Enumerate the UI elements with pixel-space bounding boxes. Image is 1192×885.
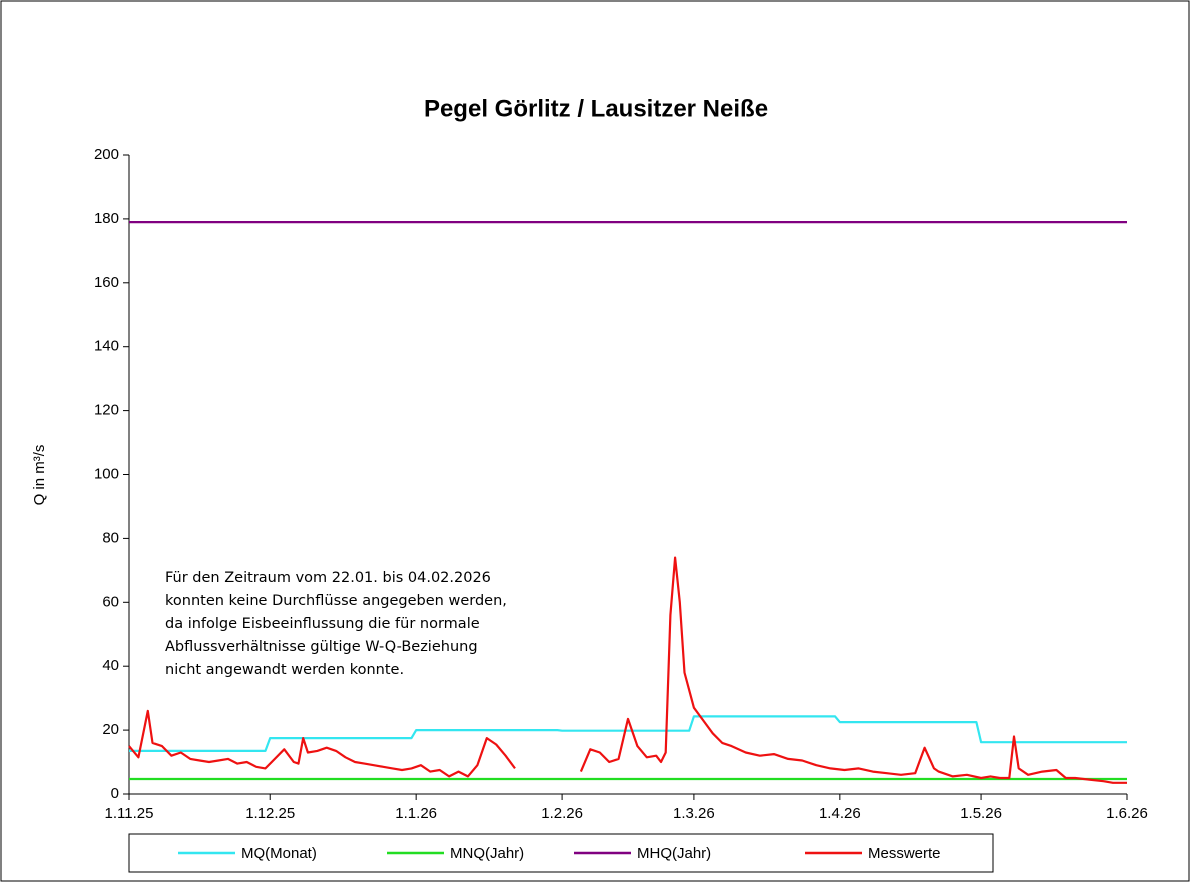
y-tick-label: 140 [94, 338, 119, 355]
chart-title: Pegel Görlitz / Lausitzer Neiße [424, 95, 768, 122]
legend-label: Messwerte [868, 845, 941, 862]
y-tick-label: 80 [102, 529, 119, 546]
x-tick-label: 1.2.26 [541, 805, 583, 822]
series-line [128, 556, 1127, 784]
y-tick-label: 0 [111, 785, 119, 802]
x-tick-label: 1.4.26 [819, 805, 861, 822]
x-tick-label: 1.11.25 [105, 805, 154, 822]
y-tick-label: 100 [94, 465, 119, 482]
y-tick-label: 60 [102, 593, 119, 610]
legend-label: MHQ(Jahr) [637, 845, 711, 862]
legend-label: MQ(Monat) [241, 845, 317, 862]
y-tick-label: 120 [94, 402, 119, 419]
annotation: konnten keine Durchflüsse angegeben werd… [165, 593, 507, 609]
y-tick-label: 40 [102, 657, 119, 674]
annotation: da infolge Eisbeeinflussung die für norm… [165, 616, 480, 632]
y-tick-label: 20 [102, 721, 119, 738]
y-tick-label: 200 [94, 146, 119, 163]
x-tick-label: 1.12.25 [245, 805, 295, 822]
x-tick-label: 1.6.26 [1106, 805, 1148, 822]
y-tick-label: 180 [94, 210, 119, 227]
annotation: Für den Zeitraum vom 22.01. bis 04.02.20… [165, 570, 491, 586]
legend-label: MNQ(Jahr) [450, 845, 524, 862]
legend: MQ(Monat) MNQ(Jahr) MHQ(Jahr) Messwerte [128, 833, 994, 873]
annotation: nicht angewandt werden konnte. [165, 662, 404, 678]
x-tick-label: 1.1.26 [395, 805, 437, 822]
y-tick-label: 160 [94, 274, 119, 291]
x-tick-label: 1.5.26 [960, 805, 1002, 822]
y-axis-label: Q in m³/s [31, 445, 48, 506]
annotation: Abflussverhältnisse gültige W-Q-Beziehun… [165, 639, 478, 655]
x-tick-label: 1.3.26 [673, 805, 715, 822]
